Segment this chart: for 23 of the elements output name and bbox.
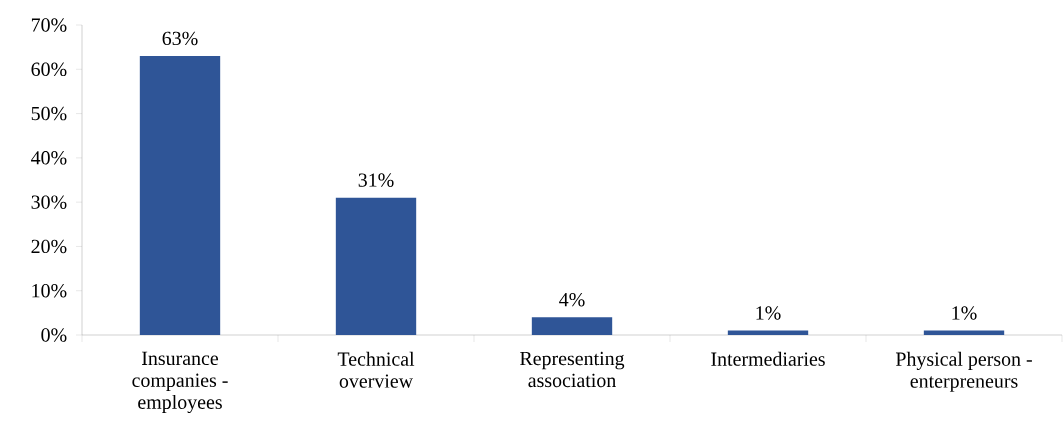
data-label: 4% [559, 292, 585, 307]
y-tick-label: 50% [31, 106, 67, 121]
x-tick-label: Physical person - enterpreneurs [895, 351, 1032, 392]
x-tick-label: Representing association [520, 351, 625, 388]
x-tick-label: Insurance companies - employees [132, 351, 228, 414]
y-tick-label: 70% [31, 18, 67, 32]
data-label: 1% [952, 306, 977, 320]
bar [335, 197, 417, 335]
bar [727, 330, 809, 335]
y-tick-label: 10% [32, 283, 67, 298]
bar [923, 330, 1005, 335]
x-tick-label: Intermediaries [711, 351, 825, 366]
y-tick-label: 20% [31, 239, 67, 254]
data-label: 1% [756, 306, 781, 320]
data-label: 31% [358, 173, 394, 187]
bar [139, 56, 221, 335]
y-tick-label: 0% [41, 328, 67, 342]
data-label: 63% [162, 31, 198, 46]
y-tick-label: 30% [31, 195, 67, 209]
x-tick-label: Technical overview [337, 351, 415, 388]
y-tick-label: 40% [31, 151, 67, 165]
bar [531, 317, 613, 335]
y-tick-label: 60% [31, 62, 67, 77]
